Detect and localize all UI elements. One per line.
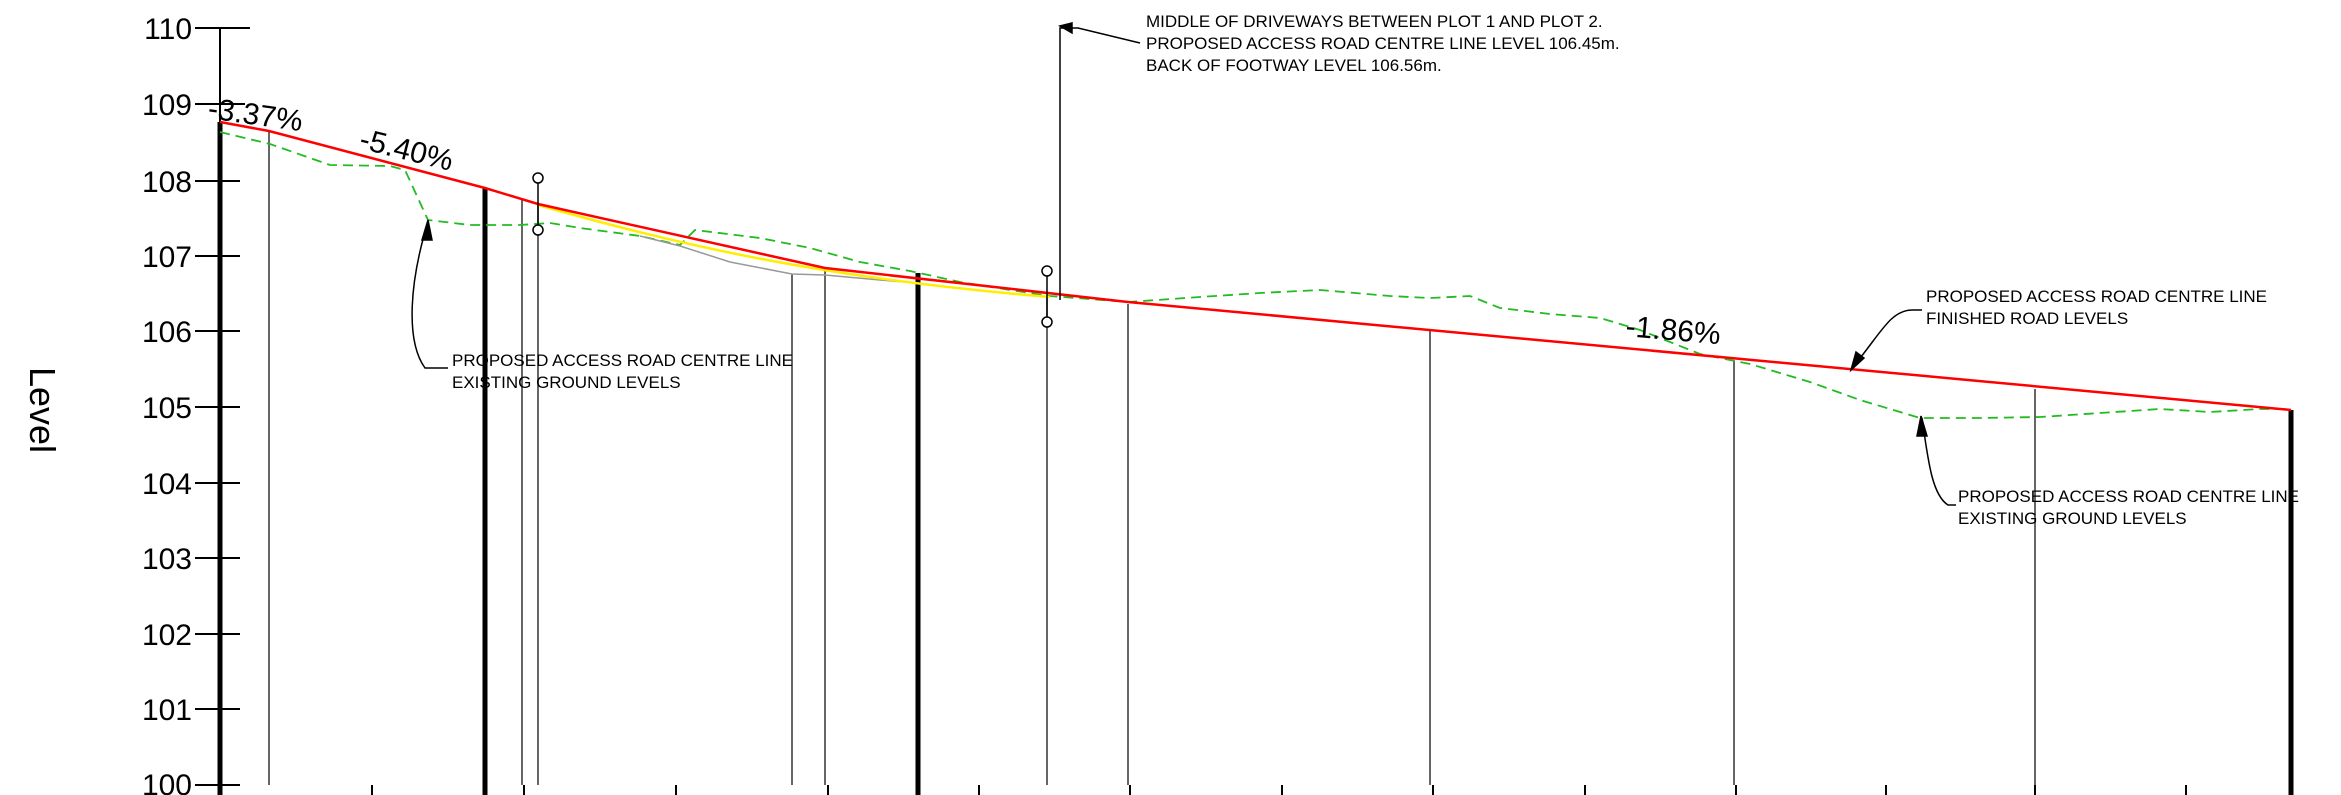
chainage-ticks [371, 785, 2187, 795]
existing-right-leader-line [1921, 417, 1956, 506]
existing-left-leader-arrow [420, 219, 433, 241]
finished-note-line1: PROPOSED ACCESS ROAD CENTRE LINE [1926, 287, 2267, 306]
tick-label-102: 102 [142, 619, 192, 652]
level-marker [1041, 265, 1053, 277]
finished-leader-arrow [1849, 350, 1866, 373]
finished-note-line2: FINISHED ROAD LEVELS [1926, 309, 2128, 328]
level-marker [1041, 316, 1053, 328]
existing-right-leader-arrow [1916, 415, 1929, 437]
driveway-note-line1: MIDDLE OF DRIVEWAYS BETWEEN PLOT 1 AND P… [1146, 12, 1603, 31]
level-marker [532, 224, 544, 236]
existing-left-leader [411, 219, 448, 369]
existing-right-note-line2: EXISTING GROUND LEVELS [1958, 509, 2187, 528]
existing-left-note-line1: PROPOSED ACCESS ROAD CENTRE LINE [452, 351, 793, 370]
tick-label-109: 109 [142, 89, 192, 122]
tick-label-104: 104 [142, 468, 192, 501]
gradient-label-3: -1.86% [1624, 310, 1722, 351]
existing-ground-profile [219, 131, 2291, 419]
driveway-note-line2: PROPOSED ACCESS ROAD CENTRE LINE LEVEL 1… [1146, 34, 1620, 53]
driveway-leader [1058, 22, 1141, 300]
driveway-note-line3: BACK OF FOOTWAY LEVEL 106.56m. [1146, 56, 1442, 75]
tick-label-103: 103 [142, 543, 192, 576]
ordinate-lines [268, 131, 2036, 785]
driveway-leader-arrow [1058, 22, 1073, 35]
level-point-markers [532, 172, 1053, 328]
tick-label-107: 107 [142, 241, 192, 274]
level-axis-title: Level [22, 367, 63, 453]
tick-label-101: 101 [142, 694, 192, 727]
gradient-label-2: -5.40% [356, 123, 456, 178]
finished-leader [1849, 309, 1922, 373]
section-markers-thick [217, 122, 2294, 795]
tick-label-100: 100 [142, 769, 192, 795]
tick-label-105: 105 [142, 392, 192, 425]
tick-label-110: 110 [144, 13, 192, 46]
driveway-leader-line [1059, 27, 1141, 300]
level-marker [532, 172, 544, 184]
vertical-curve [537, 203, 1051, 299]
existing-left-note-line2: EXISTING GROUND LEVELS [452, 373, 681, 392]
level-tick-labels: 110 109 108 107 106 105 104 103 102 101 … [142, 13, 192, 795]
original-profile [639, 235, 919, 284]
existing-right-leader [1916, 415, 1956, 506]
tick-label-106: 106 [142, 316, 192, 349]
existing-right-note-line1: PROPOSED ACCESS ROAD CENTRE LINE [1958, 487, 2299, 506]
existing-left-leader-line [411, 221, 448, 369]
tick-label-108: 108 [142, 166, 192, 199]
